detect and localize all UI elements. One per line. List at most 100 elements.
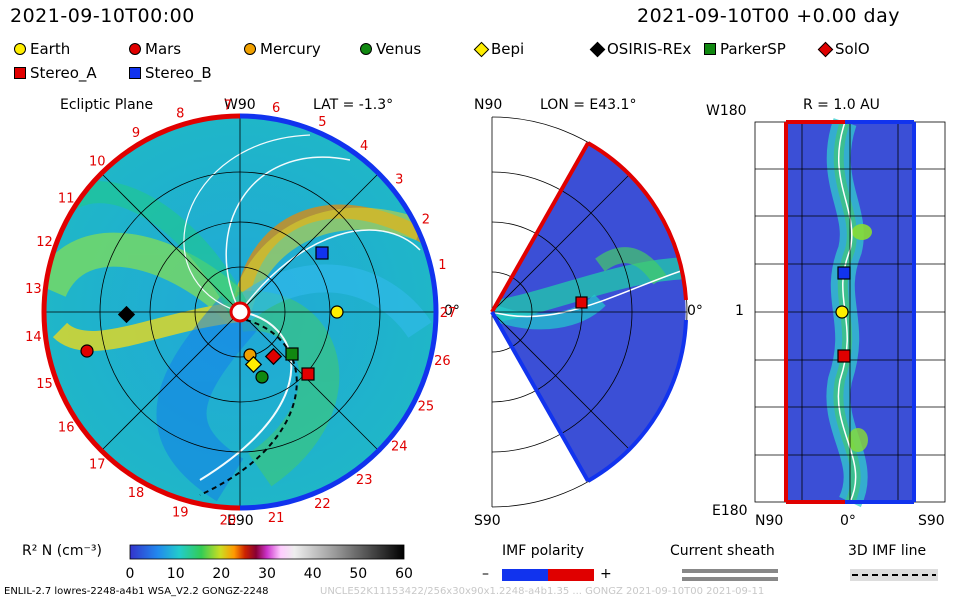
carrington-label: 25 [418,399,435,414]
current-sheath-title: Current sheath [670,543,775,559]
imf-line-title: 3D IMF line [848,543,927,559]
colorbar-tick-label: 20 [212,566,230,582]
solo-marker [264,347,283,366]
earth-marker [330,305,344,319]
parker-marker [285,347,299,361]
bepi-marker [244,355,263,374]
stereo-a-marker-icon [14,67,26,79]
radial-title: R = 1.0 AU [803,97,880,113]
imf-polarity-plus: + [600,566,612,582]
legend-item-stereo-b: Stereo_B [129,64,212,82]
venus-marker [255,370,269,384]
mars-marker-icon [129,43,141,55]
radial-stereo-a-marker [837,349,851,363]
legend-item-mercury: Mercury [244,40,321,58]
carrington-label: 14 [25,330,42,345]
carrington-label: 9 [132,126,140,141]
carrington-label: 26 [434,354,451,369]
legend: Earth Mars Mercury Venus Bepi OSIRIS-REx… [14,38,944,84]
osiris-marker [117,305,136,324]
carrington-label: 17 [89,457,106,472]
radial-earth-marker [835,305,849,319]
ecliptic-bodies [80,246,344,384]
imf-polarity-minus: – [482,566,489,582]
colorbar-tick-label: 50 [349,566,367,582]
mars-marker [80,344,94,358]
colorbar-tick-label: 10 [167,566,185,582]
footer-left: ENLIL-2.7 lowres-2248-a4b1 WSA_V2.2 GONG… [4,586,269,597]
colorbar-tick-label: 60 [395,566,413,582]
carrington-label: 19 [172,505,189,520]
timestamp-right: 2021-09-10T00 +0.00 day [637,5,900,27]
meridional-top-label: N90 [474,97,503,113]
imf-line-sample [850,569,938,581]
meridional-lon: LON = E43.1° [540,97,637,113]
carrington-label: 24 [391,440,408,455]
carrington-label: 4 [360,139,368,154]
timestamp-left: 2021-09-10T00:00 [10,5,195,27]
carrington-label: 13 [25,282,42,297]
carrington-label: 2 [422,213,430,228]
colorbar-ticks: 0 10 20 30 40 50 60 [126,566,413,582]
meridional-bottom-label: S90 [474,513,501,529]
legend-item-mars: Mars [129,40,181,58]
carrington-label: 8 [176,107,184,122]
ecliptic-bottom-label: E90 [227,513,254,529]
stereo-b-marker-icon [129,67,141,79]
carrington-label: 16 [58,420,75,435]
colorbar-tick-label: 0 [126,566,135,582]
carrington-label: 3 [395,172,403,187]
current-sheath-bars [682,569,778,581]
ecliptic-right-label: 0° [444,303,460,319]
legend-item-osiris: OSIRIS-REx [589,40,691,58]
carrington-label: 12 [36,235,53,250]
radial-plot [754,118,946,508]
radial-x-mid: 0° [840,513,856,529]
ecliptic-top-label: W90 [224,97,256,113]
colorbar [129,544,405,560]
radial-x-right: S90 [918,513,945,529]
venus-marker-icon [360,43,372,55]
parker-marker-icon [704,43,716,55]
legend-item-venus: Venus [360,40,421,58]
colorbar-label: R² N (cm⁻³) [22,543,102,559]
legend-item-earth: Earth [14,40,70,58]
carrington-label: 22 [314,497,331,512]
carrington-label: 21 [268,511,285,526]
legend-item-stereo-a: Stereo_A [14,64,97,82]
meridional-right-label: 0° [687,303,703,319]
radial-x-left: N90 [755,513,784,529]
radial-mid-left: 1 [735,303,744,319]
legend-item-bepi: Bepi [473,40,524,58]
radial-stereo-b-marker [837,266,851,280]
carrington-label: 11 [58,192,75,207]
carrington-label: 15 [36,377,53,392]
carrington-label: 1 [438,258,446,273]
radial-bottom-left: E180 [712,503,748,519]
colorbar-tick-label: 30 [258,566,276,582]
carrington-label: 27 [440,306,457,321]
carrington-label: 20 [220,514,237,529]
stereo-b-marker [315,246,329,260]
colorbar-tick-label: 40 [304,566,322,582]
meridional-plot [490,116,688,508]
ecliptic-plane-plot [41,113,439,511]
carrington-label: 5 [318,115,326,130]
earth-marker-icon [14,43,26,55]
carrington-label: 10 [89,155,106,170]
stereo-a-marker [301,367,315,381]
radial-top-left: W180 [706,103,747,119]
carrington-label: 23 [356,473,373,488]
legend-item-parker: ParkerSP [704,40,786,58]
mercury-marker-icon [244,43,256,55]
imf-polarity-title: IMF polarity [502,543,585,559]
carrington-label: 7 [224,98,232,113]
meridional-stereo-a-marker [575,296,588,309]
ecliptic-lat: LAT = -1.3° [313,97,394,113]
legend-item-solo: SolO [817,40,870,58]
footer-right: UNCLE52K11153422/256x30x90x1.2248-a4b1.3… [320,586,765,597]
carrington-label: 6 [272,101,280,116]
ecliptic-title: Ecliptic Plane [60,97,154,113]
